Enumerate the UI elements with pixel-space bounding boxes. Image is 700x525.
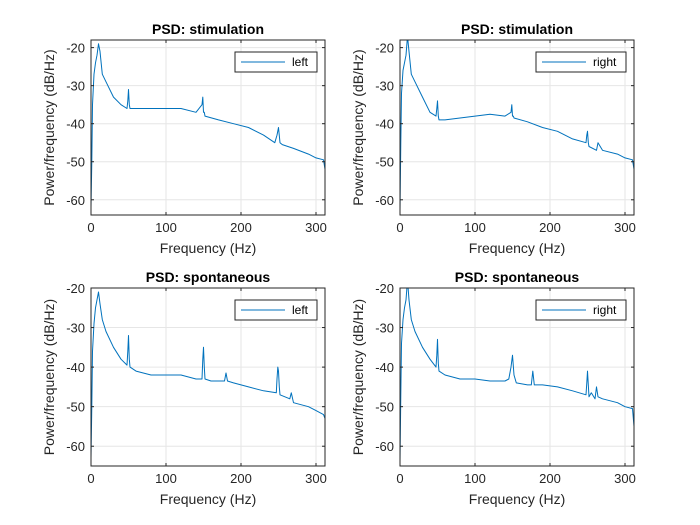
chart-title: PSD: spontaneous <box>455 269 580 285</box>
x-tick-label: 300 <box>614 220 636 235</box>
y-tick-label: -50 <box>375 155 394 170</box>
legend: left <box>234 51 318 73</box>
psd-line-right <box>400 40 634 212</box>
y-tick-label: -20 <box>375 41 394 56</box>
legend-label: right <box>593 303 617 317</box>
x-tick-label: 100 <box>464 220 486 235</box>
x-tick-label: 100 <box>464 471 486 486</box>
legend: right <box>535 299 627 321</box>
legend-label: left <box>292 303 309 317</box>
x-tick-label: 200 <box>230 471 252 486</box>
y-tick-label: -30 <box>375 321 394 336</box>
x-tick-label: 0 <box>396 220 403 235</box>
axes-box <box>90 39 326 216</box>
x-tick-label: 100 <box>155 220 177 235</box>
x-tick-label: 200 <box>539 220 561 235</box>
chart-title: PSD: spontaneous <box>146 269 271 285</box>
x-axis-label: Frequency (Hz) <box>469 240 565 256</box>
psd-line-left <box>91 291 325 459</box>
legend-label: right <box>593 55 617 69</box>
y-tick-label: -50 <box>66 400 85 415</box>
x-tick-label: 200 <box>230 220 252 235</box>
panel-3: 0 100 200 300 -60 -50 -40 -30 -20 PSD: spontaneou… <box>41 269 327 507</box>
y-tick-label: -50 <box>66 155 85 170</box>
panel-2: 0 100 200 300 -60 -50 -40 -30 -20 PSD: stimulatio… <box>350 21 636 256</box>
x-tick-label: 200 <box>539 471 561 486</box>
x-tick-label: 300 <box>305 220 327 235</box>
chart-title: PSD: stimulation <box>152 21 264 37</box>
y-tick-label: -40 <box>375 360 394 375</box>
panel-1: 0 100 200 300 -60 -50 -40 -30 -20 PSD: stimulatio… <box>41 21 327 256</box>
psd-line-right <box>400 288 634 463</box>
y-axis-label: Power/frequency (dB/Hz) <box>41 49 57 205</box>
y-axis-label: Power/frequency (dB/Hz) <box>41 299 57 455</box>
legend: left <box>234 299 318 321</box>
x-axis-label: Frequency (Hz) <box>160 491 256 507</box>
axes-box <box>90 287 326 467</box>
y-tick-label: -60 <box>375 439 394 454</box>
x-tick-label: 300 <box>614 471 636 486</box>
x-tick-label: 0 <box>87 471 94 486</box>
legend-label: left <box>292 55 309 69</box>
y-tick-label: -20 <box>66 281 85 296</box>
y-tick-label: -40 <box>375 117 394 132</box>
y-tick-label: -30 <box>66 321 85 336</box>
x-axis-label: Frequency (Hz) <box>469 491 565 507</box>
x-tick-label: 300 <box>305 471 327 486</box>
axes-box <box>399 287 635 467</box>
y-tick-label: -60 <box>66 439 85 454</box>
y-tick-label: -30 <box>375 79 394 94</box>
x-tick-label: 0 <box>396 471 403 486</box>
y-tick-label: -60 <box>375 193 394 208</box>
x-tick-label: 0 <box>87 220 94 235</box>
y-tick-label: -40 <box>66 360 85 375</box>
x-tick-label: 100 <box>155 471 177 486</box>
y-tick-label: -30 <box>66 79 85 94</box>
y-tick-label: -40 <box>66 117 85 132</box>
y-tick-label: -20 <box>66 41 85 56</box>
y-tick-label: -60 <box>66 193 85 208</box>
y-tick-label: -50 <box>375 400 394 415</box>
x-axis-label: Frequency (Hz) <box>160 240 256 256</box>
chart-title: PSD: stimulation <box>461 21 573 37</box>
legend: right <box>535 51 627 73</box>
panel-4: 0 100 200 300 -60 -50 -40 -30 -20 PSD: spontaneou… <box>350 269 636 507</box>
y-tick-label: -20 <box>375 281 394 296</box>
axes-box <box>399 39 635 216</box>
y-axis-label: Power/frequency (dB/Hz) <box>350 299 366 455</box>
psd-line-left <box>91 43 325 208</box>
y-axis-label: Power/frequency (dB/Hz) <box>350 49 366 205</box>
